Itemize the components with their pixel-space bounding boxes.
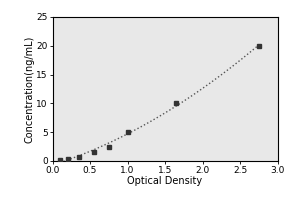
Y-axis label: Concentration(ng/mL): Concentration(ng/mL) [25, 35, 35, 143]
X-axis label: Optical Density: Optical Density [128, 176, 202, 186]
